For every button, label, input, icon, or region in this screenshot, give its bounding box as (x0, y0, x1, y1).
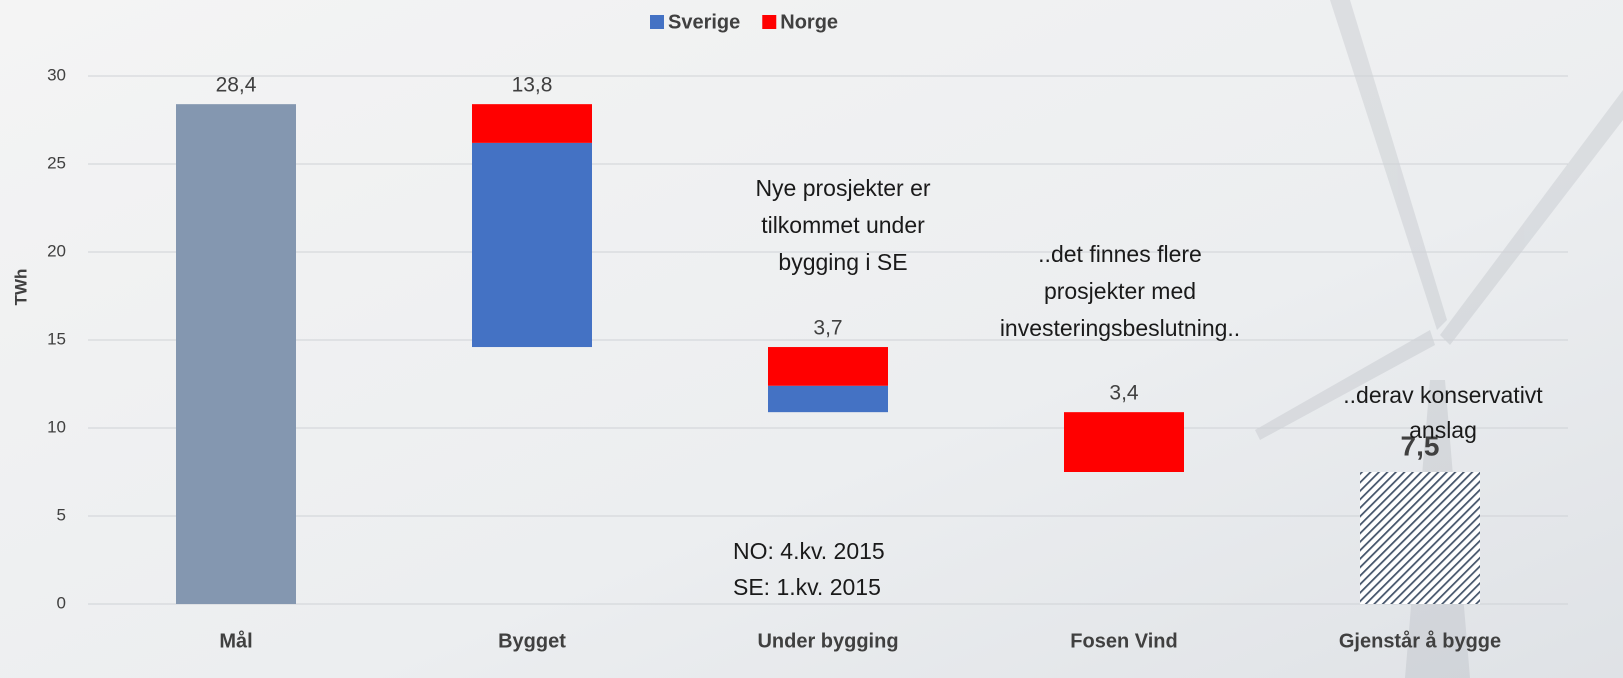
segment-bar (1064, 412, 1184, 472)
annotation: bygging i SE (778, 249, 907, 275)
x-tick-label: Fosen Vind (1070, 630, 1177, 652)
y-tick-label: 10 (47, 417, 66, 436)
y-tick-label: 15 (47, 329, 66, 348)
page: TWh 0 5 10 15 20 25 30 Sverige Norge 28,4 Mål 13,8 B… (0, 0, 1623, 678)
total-bar (1360, 472, 1480, 604)
x-tick-label: Under bygging (757, 630, 898, 652)
annotation: investeringsbeslutning.. (1000, 315, 1240, 341)
segment-bar (768, 386, 888, 412)
value-label: 13,8 (512, 74, 553, 97)
segment-bar (472, 104, 592, 143)
y-tick-label: 5 (57, 505, 66, 524)
annotation: NO: 4.kv. 2015 (733, 538, 885, 564)
legend-label: Sverige (668, 11, 740, 33)
x-tick-label: Bygget (498, 630, 566, 652)
chart: TWh 0 5 10 15 20 25 30 Sverige Norge 28,4 Mål 13,8 B… (0, 0, 1623, 678)
legend-label: Norge (780, 11, 838, 33)
total-bar (176, 104, 296, 604)
y-tick-label: 0 (57, 593, 66, 612)
segment-bar (472, 143, 592, 347)
annotation: tilkommet under (761, 212, 925, 238)
annotation: ..det finnes flere (1038, 241, 1202, 267)
y-tick-label: 30 (47, 65, 66, 84)
y-axis-label: TWh (11, 269, 30, 306)
legend-swatch (762, 15, 776, 29)
annotation: Nye prosjekter er (755, 175, 930, 201)
annotation: ..derav konservativt (1343, 382, 1543, 408)
x-tick-label: Mål (219, 629, 252, 652)
annotation: anslag (1409, 417, 1477, 443)
y-tick-label: 25 (47, 153, 66, 172)
legend-swatch (650, 15, 664, 29)
value-label: 3,7 (813, 317, 842, 340)
x-tick-label: Gjenstår å bygge (1339, 629, 1501, 652)
segment-bar (768, 347, 888, 386)
annotation: SE: 1.kv. 2015 (733, 574, 881, 600)
y-tick-label: 20 (47, 241, 66, 260)
value-label: 3,4 (1109, 382, 1139, 405)
annotation: prosjekter med (1044, 278, 1196, 304)
value-label: 28,4 (216, 74, 257, 97)
